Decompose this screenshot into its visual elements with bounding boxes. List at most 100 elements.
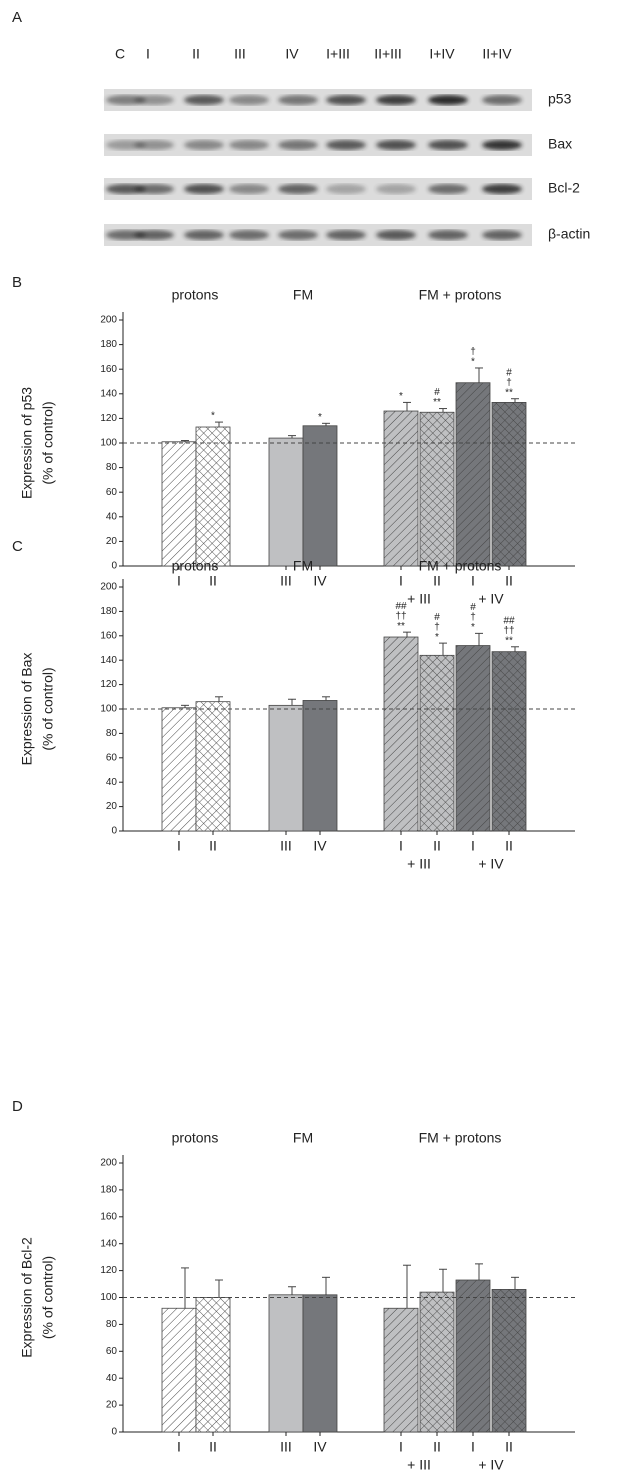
blot-band — [229, 140, 269, 150]
bar-hatch — [384, 637, 418, 831]
blot-band — [428, 140, 468, 150]
y-tick-label: 180 — [100, 606, 117, 617]
x-sub-label: + IV — [478, 1457, 504, 1473]
y-tick-label: 160 — [100, 364, 117, 375]
significance-mark: * — [471, 622, 475, 633]
x-tick-label: I — [471, 573, 475, 589]
x-tick-label: III — [280, 838, 292, 854]
blot-band — [229, 184, 269, 194]
bar-hatch — [492, 652, 526, 831]
x-tick-label: I — [177, 838, 181, 854]
x-tick-label: I — [471, 838, 475, 854]
x-sub-label: + III — [407, 1457, 431, 1473]
blot-band — [278, 95, 318, 105]
group-label: FM + protons — [419, 558, 502, 574]
blot-band — [428, 230, 468, 240]
lane-label: II+IV — [482, 46, 512, 62]
y-axis-label: (% of control) — [40, 1256, 56, 1339]
bar-hatch — [384, 411, 418, 566]
y-axis-label: Expression of p53 — [19, 387, 35, 499]
significance-mark: * — [399, 391, 403, 402]
significance-mark: ** — [397, 621, 405, 632]
lane-label: I — [146, 46, 150, 62]
lane-label: I+IV — [429, 46, 455, 62]
x-tick-label: II — [505, 838, 513, 854]
blot-band — [184, 140, 224, 150]
y-tick-label: 200 — [100, 1158, 117, 1169]
x-tick-label: I — [471, 1439, 475, 1455]
y-tick-label: 120 — [100, 1265, 117, 1276]
blot-band — [134, 95, 174, 105]
bar-hatch — [420, 655, 454, 831]
blot-band — [482, 184, 522, 194]
bar-hatch — [456, 646, 490, 831]
x-tick-label: II — [505, 1439, 513, 1455]
y-axis-label: (% of control) — [40, 401, 56, 484]
x-tick-label: II — [433, 838, 441, 854]
bar-hatch — [196, 702, 230, 831]
bar-hatch — [420, 412, 454, 566]
protein-label: Bcl-2 — [548, 180, 580, 196]
x-tick-label: I — [399, 1439, 403, 1455]
x-tick-label: I — [399, 838, 403, 854]
y-tick-label: 80 — [106, 462, 118, 473]
x-tick-label: II — [433, 573, 441, 589]
lane-label: II — [192, 46, 200, 62]
blot-band — [134, 140, 174, 150]
y-tick-label: 100 — [100, 1292, 117, 1303]
blot-band — [229, 95, 269, 105]
y-tick-label: 20 — [106, 801, 118, 812]
bar — [303, 1295, 337, 1432]
x-tick-label: III — [280, 1439, 292, 1455]
blot-band — [184, 95, 224, 105]
y-tick-label: 180 — [100, 339, 117, 350]
bar — [269, 438, 303, 566]
significance-mark: ** — [505, 635, 513, 646]
protein-label: β-actin — [548, 226, 590, 242]
blot-band — [184, 230, 224, 240]
lane-label: II+III — [374, 46, 402, 62]
y-tick-label: 60 — [106, 487, 118, 498]
blot-band — [428, 95, 468, 105]
blot-band — [482, 140, 522, 150]
y-tick-label: 160 — [100, 630, 117, 641]
bar-hatch — [420, 1292, 454, 1432]
y-tick-label: 40 — [106, 511, 118, 522]
blot-band — [482, 230, 522, 240]
blot-band — [326, 230, 366, 240]
lane-label: C — [115, 46, 125, 62]
panel-label: B — [12, 274, 22, 291]
bar-hatch — [492, 402, 526, 566]
y-tick-label: 100 — [100, 704, 117, 715]
group-label: FM — [293, 558, 313, 574]
x-tick-label: II — [209, 573, 217, 589]
blot-band — [134, 184, 174, 194]
y-tick-label: 60 — [106, 1346, 118, 1357]
group-label: FM + protons — [419, 287, 502, 303]
y-tick-label: 180 — [100, 1185, 117, 1196]
x-tick-label: II — [505, 573, 513, 589]
protein-label: Bax — [548, 136, 572, 152]
y-tick-label: 0 — [111, 1427, 117, 1438]
y-tick-label: 60 — [106, 752, 118, 763]
y-tick-label: 120 — [100, 413, 117, 424]
figure: A CIIIIIIIVI+IIIII+IIII+IVII+IVp53BaxBcl… — [0, 0, 619, 1475]
blot-band — [326, 140, 366, 150]
panel-label: C — [12, 538, 23, 555]
bar-hatch — [196, 427, 230, 566]
bar — [269, 705, 303, 831]
blot-band — [278, 140, 318, 150]
y-tick-label: 140 — [100, 1238, 117, 1249]
x-sub-label: + III — [407, 856, 431, 872]
y-tick-label: 200 — [100, 582, 117, 593]
lane-label: III — [234, 46, 246, 62]
y-axis-label: Expression of Bax — [19, 653, 35, 766]
y-tick-label: 20 — [106, 1400, 118, 1411]
blot-band — [278, 184, 318, 194]
y-axis-label: Expression of Bcl-2 — [19, 1237, 35, 1358]
x-tick-label: I — [177, 1439, 181, 1455]
y-tick-label: 200 — [100, 315, 117, 326]
x-sub-label: + IV — [478, 856, 504, 872]
x-tick-label: III — [280, 573, 292, 589]
y-tick-label: 140 — [100, 655, 117, 666]
